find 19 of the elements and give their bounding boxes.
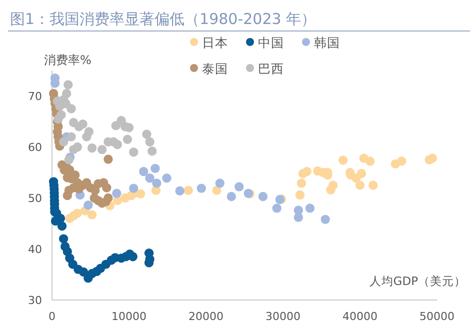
y-tick-label: 50: [28, 192, 42, 205]
y-tick-label: 60: [28, 141, 42, 154]
x-tick-label: 20000: [188, 310, 224, 323]
y-tick-label: 70: [28, 90, 42, 103]
x-axis-title: 人均GDP（美元）: [369, 274, 466, 288]
y-tick-label: 30: [28, 294, 42, 307]
x-tick-label: 10000: [112, 310, 146, 323]
legend-label: 中国: [258, 35, 284, 50]
y-axis-title: 消费率%: [44, 53, 92, 67]
x-tick-label: 0: [48, 310, 56, 323]
legend-label: 泰国: [202, 61, 228, 76]
chart-title: 图1：我国消费率显著偏低（1980-2023 年）: [10, 10, 316, 28]
legend-label: 日本: [202, 35, 228, 50]
y-tick-label: 40: [28, 243, 42, 256]
x-tick-label: 40000: [342, 310, 378, 323]
x-tick-label: 30000: [266, 310, 300, 323]
legend-label: 韩国: [314, 35, 340, 50]
x-tick-label: 50000: [420, 310, 454, 323]
legend-label: 巴西: [258, 61, 284, 76]
